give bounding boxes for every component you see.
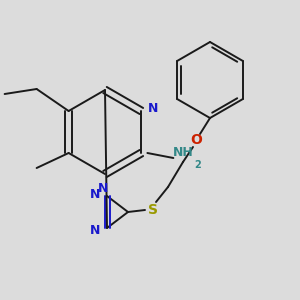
Text: N: N (90, 188, 100, 200)
Text: 2: 2 (194, 160, 201, 170)
Text: O: O (190, 133, 202, 147)
Text: N: N (90, 224, 100, 236)
Text: N: N (148, 103, 159, 116)
Text: NH: NH (173, 146, 194, 160)
Text: N: N (98, 182, 108, 194)
Text: S: S (148, 203, 158, 217)
